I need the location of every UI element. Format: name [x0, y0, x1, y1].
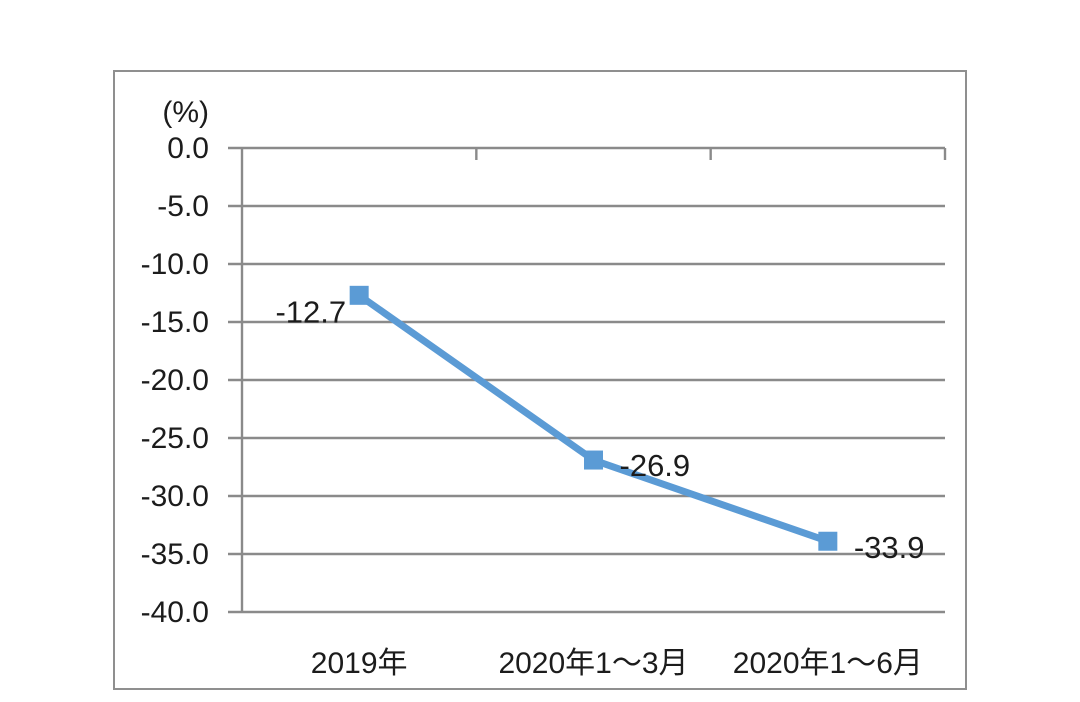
data-label: -26.9 — [620, 448, 691, 483]
chart-frame: 0.0 -5.0 -10.0 -15.0 -20.0 -25.0 -30.0 -35.0 -40… — [113, 70, 967, 690]
y-axis-tick-label: -25.0 — [141, 422, 209, 455]
y-axis-tick-label: -35.0 — [141, 538, 209, 571]
data-label: -33.9 — [854, 530, 925, 565]
data-point-marker — [584, 450, 603, 470]
y-axis-tick-label: -10.0 — [141, 248, 209, 281]
x-axis-category-label: 2020年1～6月 — [733, 647, 923, 680]
data-label: -12.7 — [275, 294, 346, 329]
y-axis-tick-label: -30.0 — [141, 480, 209, 513]
x-axis-category-label: 2020年1～3月 — [498, 647, 688, 680]
line-chart: 0.0 -5.0 -10.0 -15.0 -20.0 -25.0 -30.0 -35.0 -40… — [141, 96, 947, 680]
y-axis-tick-label: 0.0 — [167, 132, 209, 165]
series-line — [355, 291, 832, 545]
y-axis-unit-label: (%) — [162, 96, 209, 129]
y-axis-tick-label: -15.0 — [141, 306, 209, 339]
y-axis-tick-label: -40.0 — [141, 596, 209, 629]
data-point-marker — [349, 285, 369, 305]
data-point-marker — [818, 531, 838, 551]
y-axis-tick-label: -5.0 — [157, 190, 209, 223]
x-axis-category-label: 2019年 — [311, 647, 408, 680]
y-axis-tick-label: -20.0 — [141, 364, 209, 397]
